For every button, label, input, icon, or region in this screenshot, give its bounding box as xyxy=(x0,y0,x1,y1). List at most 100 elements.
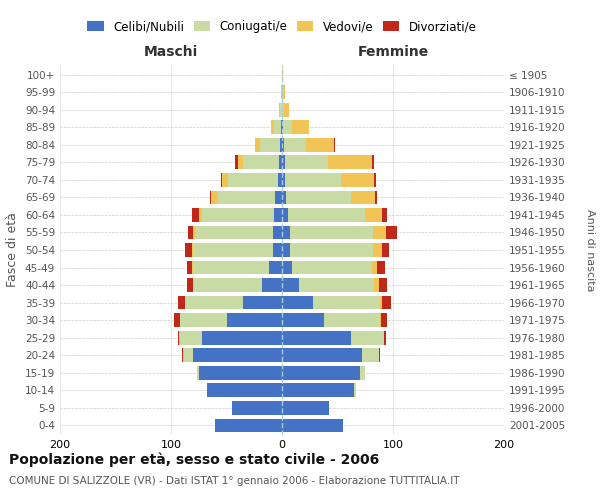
Bar xyxy=(351,331,384,344)
Bar xyxy=(292,120,308,134)
Bar xyxy=(180,331,202,344)
Bar xyxy=(197,366,199,380)
Bar xyxy=(187,260,192,274)
Bar xyxy=(379,348,380,362)
Bar xyxy=(280,138,282,151)
Bar xyxy=(182,348,183,362)
Bar xyxy=(184,348,193,362)
Legend: Celibi/Nubili, Coniugati/e, Vedovi/e, Divorziati/e: Celibi/Nubili, Coniugati/e, Vedovi/e, Di… xyxy=(82,16,482,38)
Bar xyxy=(256,138,260,151)
Bar xyxy=(269,260,282,274)
Bar xyxy=(382,296,391,310)
Bar xyxy=(313,296,380,310)
Bar xyxy=(232,401,282,414)
Bar xyxy=(243,296,282,310)
Bar xyxy=(373,226,386,239)
Bar xyxy=(283,120,292,134)
Bar xyxy=(281,120,282,134)
Bar xyxy=(284,138,307,151)
Bar xyxy=(282,120,283,134)
Bar xyxy=(192,243,193,257)
Bar xyxy=(372,156,374,169)
Bar xyxy=(282,348,362,362)
Bar xyxy=(196,226,273,239)
Bar xyxy=(262,278,282,292)
Bar xyxy=(354,384,356,397)
Bar xyxy=(235,156,238,169)
Bar xyxy=(271,120,274,134)
Bar xyxy=(374,278,379,292)
Bar xyxy=(227,314,282,327)
Bar xyxy=(282,208,287,222)
Bar xyxy=(282,86,283,99)
Bar xyxy=(199,208,202,222)
Bar xyxy=(187,278,193,292)
Text: COMUNE DI SALIZZOLE (VR) - Dati ISTAT 1° gennaio 2006 - Elaborazione TUTTITALIA.: COMUNE DI SALIZZOLE (VR) - Dati ISTAT 1°… xyxy=(9,476,460,486)
Bar xyxy=(384,331,386,344)
Bar xyxy=(341,173,374,186)
Bar xyxy=(282,260,292,274)
Y-axis label: Fasce di età: Fasce di età xyxy=(7,212,19,288)
Bar xyxy=(282,190,286,204)
Bar xyxy=(260,138,280,151)
Bar xyxy=(334,138,335,151)
Bar xyxy=(179,331,180,344)
Bar xyxy=(365,208,382,222)
Bar xyxy=(273,243,282,257)
Bar xyxy=(282,401,329,414)
Bar xyxy=(299,278,374,292)
Bar xyxy=(215,418,282,432)
Bar xyxy=(282,296,313,310)
Bar xyxy=(373,243,382,257)
Bar xyxy=(210,190,211,204)
Bar xyxy=(202,208,274,222)
Text: Popolazione per età, sesso e stato civile - 2006: Popolazione per età, sesso e stato civil… xyxy=(9,452,379,467)
Bar xyxy=(183,348,184,362)
Bar xyxy=(275,190,282,204)
Bar xyxy=(282,331,351,344)
Bar xyxy=(178,296,185,310)
Bar xyxy=(175,314,180,327)
Bar xyxy=(202,331,282,344)
Bar xyxy=(286,173,341,186)
Bar xyxy=(193,243,273,257)
Bar xyxy=(199,366,282,380)
Bar xyxy=(380,296,382,310)
Bar xyxy=(206,384,282,397)
Bar xyxy=(243,156,278,169)
Bar xyxy=(281,86,282,99)
Bar xyxy=(273,226,282,239)
Bar xyxy=(221,173,222,186)
Text: Femmine: Femmine xyxy=(358,45,428,59)
Bar xyxy=(290,243,373,257)
Bar xyxy=(282,138,284,151)
Bar xyxy=(286,190,351,204)
Bar xyxy=(185,296,243,310)
Bar xyxy=(282,384,354,397)
Bar xyxy=(282,103,284,117)
Bar xyxy=(381,314,388,327)
Bar xyxy=(180,314,227,327)
Bar xyxy=(282,314,324,327)
Bar xyxy=(238,156,243,169)
Text: Maschi: Maschi xyxy=(144,45,198,59)
Bar xyxy=(222,173,227,186)
Bar xyxy=(282,68,283,82)
Bar xyxy=(290,226,373,239)
Bar xyxy=(193,226,196,239)
Bar xyxy=(379,278,388,292)
Bar xyxy=(211,190,218,204)
Bar xyxy=(372,260,377,274)
Bar xyxy=(274,208,282,222)
Bar xyxy=(283,86,286,99)
Bar xyxy=(362,348,379,362)
Bar xyxy=(287,208,365,222)
Bar xyxy=(278,173,282,186)
Bar xyxy=(282,173,286,186)
Bar xyxy=(192,208,199,222)
Bar xyxy=(282,243,290,257)
Bar xyxy=(192,260,193,274)
Bar xyxy=(360,366,365,380)
Bar xyxy=(292,260,372,274)
Bar xyxy=(227,173,278,186)
